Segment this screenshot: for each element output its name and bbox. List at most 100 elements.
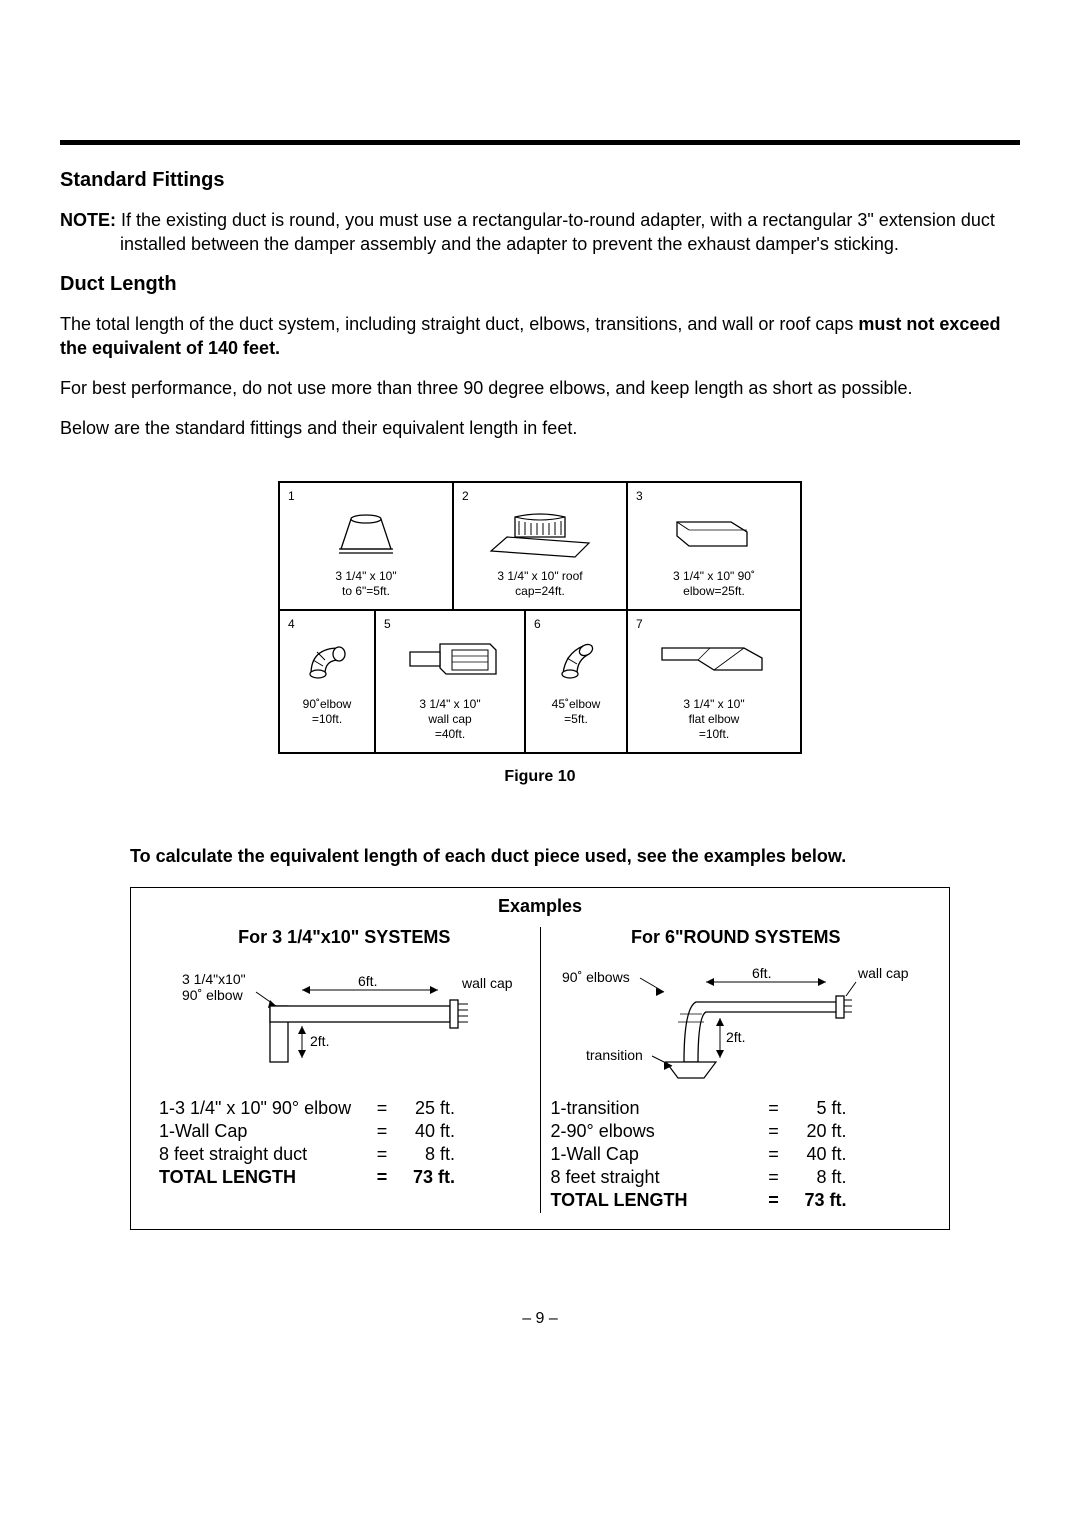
equals-sign: = [761, 1144, 787, 1165]
diag-label: transition [586, 1047, 643, 1063]
fitting-cell: 4 90˚elbow =10ft. [279, 610, 375, 753]
fittings-row: 4 90˚elbow =10ft. [279, 610, 801, 753]
line-label: 1-Wall Cap [159, 1121, 369, 1142]
fittings-row: 1 3 1/4" x 10" to 6"=5ft. [279, 482, 801, 610]
examples-title: Examples [149, 896, 931, 917]
fittings-grid-wrap: 1 3 1/4" x 10" to 6"=5ft. [60, 481, 1020, 754]
example-diagram-icon: 3 1/4"x10" 90˚ elbow wall cap [159, 962, 530, 1082]
cap-line: wall cap [428, 712, 471, 726]
cell-number: 7 [636, 617, 643, 631]
line-value: 20 ft. [787, 1121, 847, 1142]
fitting-cell: 1 3 1/4" x 10" to 6"=5ft. [279, 482, 453, 610]
equals-sign: = [761, 1098, 787, 1119]
example-line: 1-transition = 5 ft. [551, 1098, 922, 1119]
example-total: TOTAL LENGTH = 73 ft. [551, 1190, 922, 1211]
line-label: 1-3 1/4" x 10" 90° elbow [159, 1098, 369, 1119]
example-left: For 3 1/4"x10" SYSTEMS 3 1/4"x10" 90˚ el… [149, 927, 540, 1213]
cap-line: =5ft. [564, 712, 588, 726]
cap-line: elbow=25ft. [683, 584, 745, 598]
line-label: 8 feet straight [551, 1167, 761, 1188]
example-diagram-icon: 90˚ elbows transition [551, 962, 922, 1082]
rect-elbow-icon [638, 501, 790, 563]
cap-line: cap=24ft. [515, 584, 565, 598]
cap-line: 45˚elbow [552, 697, 601, 711]
line-value: 40 ft. [787, 1144, 847, 1165]
figure-caption: Figure 10 [60, 768, 1020, 786]
examples-box: Examples For 3 1/4"x10" SYSTEMS 3 1/4"x1… [130, 887, 950, 1230]
cell-number: 6 [534, 617, 541, 631]
cap-line: flat elbow [689, 712, 740, 726]
roof-cap-icon [464, 501, 616, 563]
example-line: 8 feet straight duct = 8 ft. [159, 1144, 530, 1165]
cell-caption: 90˚elbow =10ft. [290, 697, 364, 727]
note-text: If the existing duct is round, you must … [116, 210, 995, 254]
diag-label: wall cap [461, 975, 513, 991]
cell-caption: 3 1/4" x 10" wall cap =40ft. [386, 697, 514, 742]
paragraph-below: Below are the standard fittings and thei… [60, 416, 1020, 440]
equals-sign: = [761, 1167, 787, 1188]
adapter-icon [290, 501, 442, 563]
diag-label: 6ft. [752, 965, 771, 981]
total-label: TOTAL LENGTH [159, 1167, 369, 1188]
example-line: 1-Wall Cap = 40 ft. [159, 1121, 530, 1142]
diag-label: wall cap [857, 965, 909, 981]
fitting-cell: 6 45˚elbow =5ft. [525, 610, 627, 753]
example-line: 1-Wall Cap = 40 ft. [551, 1144, 922, 1165]
line-label: 2-90° elbows [551, 1121, 761, 1142]
total-value: 73 ft. [395, 1167, 455, 1188]
cell-number: 5 [384, 617, 391, 631]
equals-sign: = [369, 1098, 395, 1119]
cell-number: 3 [636, 489, 643, 503]
fitting-cell: 7 3 1/4" x 10" flat elbow =10ft. [627, 610, 801, 753]
diag-label: 6ft. [358, 973, 377, 989]
cell-caption: 3 1/4" x 10" to 6"=5ft. [290, 569, 442, 599]
example-lines: 1-3 1/4" x 10" 90° elbow = 25 ft. 1-Wall… [159, 1098, 530, 1188]
example-total: TOTAL LENGTH = 73 ft. [159, 1167, 530, 1188]
example-lines: 1-transition = 5 ft. 2-90° elbows = 20 f… [551, 1098, 922, 1211]
line-value: 25 ft. [395, 1098, 455, 1119]
equals-sign: = [369, 1121, 395, 1142]
fitting-cell: 2 [453, 482, 627, 610]
cell-number: 4 [288, 617, 295, 631]
cap-line: =10ft. [312, 712, 342, 726]
equals-sign: = [369, 1144, 395, 1165]
total-value: 73 ft. [787, 1190, 847, 1211]
cap-line: 3 1/4" x 10" 90˚ [673, 569, 755, 583]
equals-sign: = [761, 1190, 787, 1211]
note-paragraph: NOTE: If the existing duct is round, you… [60, 208, 1020, 257]
example-line: 2-90° elbows = 20 ft. [551, 1121, 922, 1142]
paragraph-perf: For best performance, do not use more th… [60, 376, 1020, 400]
heading-standard-fittings: Standard Fittings [60, 169, 1020, 192]
equals-sign: = [369, 1167, 395, 1188]
cell-caption: 3 1/4" x 10" flat elbow =10ft. [638, 697, 790, 742]
cap-line: 3 1/4" x 10" [683, 697, 744, 711]
cell-number: 2 [462, 489, 469, 503]
page-number: – 9 – [60, 1310, 1020, 1328]
flat-elbow-icon [638, 629, 790, 691]
example-heading: For 6"ROUND SYSTEMS [551, 927, 922, 948]
wall-cap-icon [386, 629, 514, 691]
cell-caption: 3 1/4" x 10" roof cap=24ft. [464, 569, 616, 599]
diag-label: 2ft. [310, 1033, 329, 1049]
diag-label: 90˚ elbows [562, 969, 630, 985]
cap-line: 3 1/4" x 10" [419, 697, 480, 711]
cap-line: 90˚elbow [303, 697, 352, 711]
fittings-grid: 1 3 1/4" x 10" to 6"=5ft. [278, 481, 802, 754]
example-line: 1-3 1/4" x 10" 90° elbow = 25 ft. [159, 1098, 530, 1119]
examples-columns: For 3 1/4"x10" SYSTEMS 3 1/4"x10" 90˚ el… [149, 927, 931, 1213]
cap-line: to 6"=5ft. [342, 584, 390, 598]
example-heading: For 3 1/4"x10" SYSTEMS [159, 927, 530, 948]
fitting-cell: 5 3 1/4" x 10" wall cap [375, 610, 525, 753]
cap-line: 3 1/4" x 10" [335, 569, 396, 583]
heading-duct-length: Duct Length [60, 273, 1020, 296]
cap-line: =40ft. [435, 727, 465, 741]
calc-instruction: To calculate the equivalent length of ea… [130, 846, 1020, 867]
cell-number: 1 [288, 489, 295, 503]
line-label: 8 feet straight duct [159, 1144, 369, 1165]
p1-a: The total length of the duct system, inc… [60, 314, 858, 334]
elbow-45-icon [536, 629, 616, 691]
fitting-cell: 3 3 1/4" x 10" 90˚ elbow=25ft. [627, 482, 801, 610]
line-value: 40 ft. [395, 1121, 455, 1142]
line-label: 1-transition [551, 1098, 761, 1119]
paragraph-max-length: The total length of the duct system, inc… [60, 312, 1020, 361]
